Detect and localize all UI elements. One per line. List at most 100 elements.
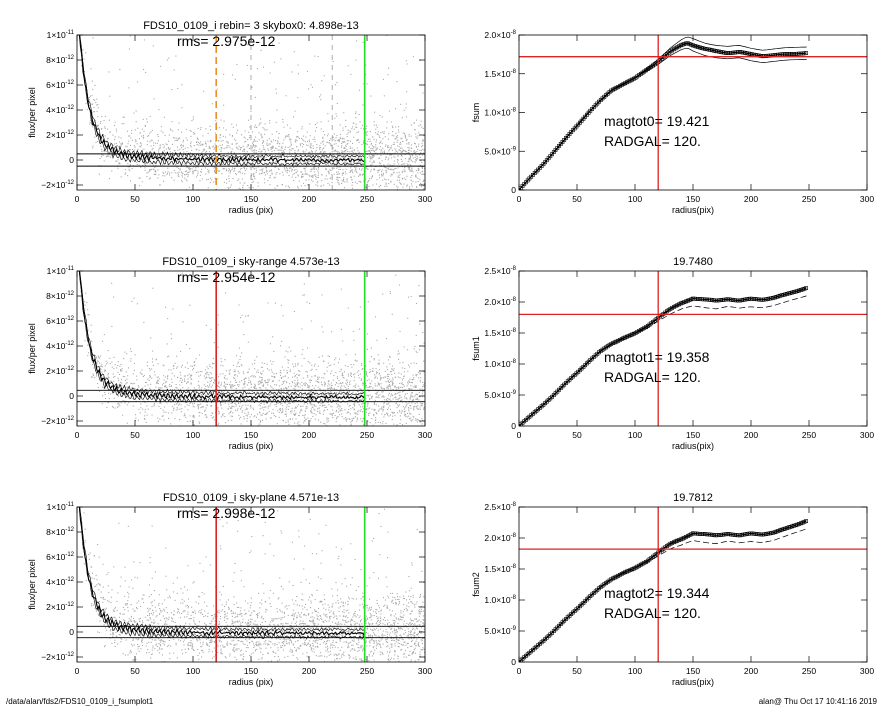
- scatter-point: [306, 371, 308, 373]
- scatter-point: [145, 164, 147, 166]
- scatter-point: [372, 367, 374, 369]
- scatter-point: [369, 160, 371, 162]
- scatter-point: [361, 364, 363, 366]
- scatter-point: [304, 410, 306, 412]
- scatter-point: [295, 164, 297, 166]
- scatter-point: [326, 425, 328, 426]
- scatter-point: [255, 416, 257, 418]
- scatter-point: [298, 137, 300, 139]
- scatter-point: [280, 304, 282, 306]
- scatter-point: [208, 170, 210, 172]
- scatter-point: [303, 357, 305, 359]
- scatter-point: [226, 146, 228, 148]
- scatter-point: [316, 122, 318, 124]
- scatter-point: [405, 193, 406, 194]
- scatter-point: [336, 192, 337, 193]
- scatter-point: [416, 402, 418, 404]
- scatter-point: [124, 376, 126, 378]
- scatter-point: [366, 411, 368, 413]
- scatter-point: [210, 179, 212, 181]
- scatter-point: [388, 150, 390, 152]
- scatter-point: [127, 163, 129, 165]
- scatter-point: [297, 364, 299, 366]
- scatter-point: [226, 370, 228, 372]
- scatter-point: [318, 376, 320, 378]
- scatter-point: [176, 137, 178, 139]
- scatter-point: [152, 364, 154, 366]
- scatter-point: [375, 371, 377, 373]
- scatter-point: [236, 161, 238, 163]
- scatter-point: [415, 174, 417, 176]
- scatter-point: [241, 365, 243, 367]
- scatter-point: [262, 159, 264, 161]
- scatter-point: [234, 169, 236, 171]
- scatter-point: [322, 331, 324, 333]
- scatter-point: [326, 178, 328, 180]
- scatter-point: [291, 169, 293, 171]
- scatter-point: [173, 179, 175, 181]
- scatter-point: [390, 400, 392, 402]
- scatter-point: [223, 104, 225, 106]
- scatter-point: [414, 156, 416, 158]
- scatter-point: [340, 396, 342, 398]
- scatter-point: [107, 373, 109, 375]
- scatter-point: [346, 136, 348, 138]
- scatter-point: [400, 400, 402, 402]
- scatter-point: [100, 369, 102, 371]
- scatter-point: [175, 153, 177, 155]
- scatter-point: [263, 409, 265, 411]
- scatter-point: [290, 149, 292, 151]
- scatter-point: [367, 301, 369, 303]
- scatter-point: [337, 152, 339, 154]
- scatter-point: [399, 284, 401, 286]
- scatter-point: [140, 166, 142, 168]
- scatter-point: [225, 383, 227, 385]
- scatter-point: [147, 398, 149, 400]
- scatter-point: [281, 340, 283, 342]
- scatter-point: [411, 147, 413, 149]
- scatter-point: [357, 391, 359, 393]
- scatter-point: [405, 137, 407, 139]
- scatter-point: [326, 161, 328, 163]
- scatter-point: [243, 182, 245, 184]
- scatter-point: [404, 395, 406, 397]
- scatter-point: [313, 413, 315, 415]
- scatter-point: [373, 359, 375, 361]
- scatter-point: [329, 184, 331, 186]
- scatter-point: [178, 138, 180, 140]
- scatter-point: [195, 389, 197, 391]
- scatter-point: [355, 59, 357, 61]
- scatter-point: [410, 183, 412, 185]
- scatter-point: [350, 372, 352, 374]
- scatter-point: [202, 391, 204, 393]
- scatter-point: [270, 140, 272, 142]
- scatter-point: [404, 196, 405, 197]
- scatter-point: [196, 141, 198, 143]
- scatter-point: [331, 174, 333, 176]
- scatter-point: [339, 390, 341, 392]
- scatter-point: [308, 387, 310, 389]
- scatter-point: [252, 409, 254, 411]
- scatter-point: [366, 168, 368, 170]
- scatter-point: [350, 176, 352, 178]
- scatter-point: [294, 386, 296, 388]
- scatter-point: [157, 160, 159, 162]
- scatter-point: [123, 123, 125, 125]
- scatter-point: [303, 420, 305, 422]
- scatter-point: [248, 398, 250, 400]
- scatter-point: [255, 136, 257, 138]
- scatter-point: [298, 370, 300, 372]
- scatter-point: [282, 440, 283, 441]
- scatter-point: [181, 381, 183, 383]
- scatter-point: [259, 173, 261, 175]
- scatter-point: [388, 157, 390, 159]
- scatter-point: [98, 173, 100, 175]
- scatter-point: [292, 202, 293, 203]
- scatter-point: [119, 405, 121, 407]
- scatter-point: [371, 150, 373, 152]
- scatter-point: [246, 151, 248, 153]
- scatter-point: [198, 153, 200, 155]
- scatter-point: [303, 140, 305, 142]
- scatter-point: [231, 150, 233, 152]
- scatter-point: [295, 412, 297, 414]
